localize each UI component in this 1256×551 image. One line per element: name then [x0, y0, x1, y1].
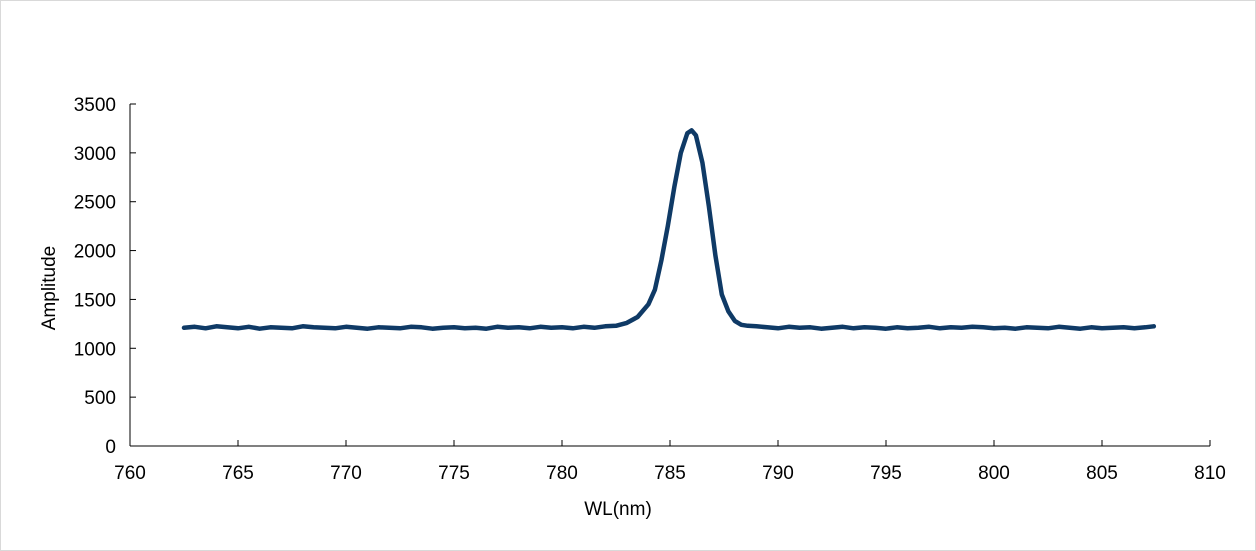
y-axis-title: Amplitude	[39, 246, 60, 331]
x-tick-label: 795	[870, 463, 902, 484]
y-tick-label: 1000	[74, 339, 116, 360]
x-tick-label: 790	[762, 463, 794, 484]
y-tick-label: 500	[84, 388, 116, 409]
y-tick-label: 1500	[74, 290, 116, 311]
x-tick-label: 785	[654, 463, 686, 484]
x-tick-label: 775	[438, 463, 470, 484]
y-tick-label: 0	[105, 437, 116, 458]
x-tick-label: 810	[1194, 463, 1226, 484]
y-tick-label: 2500	[74, 193, 116, 214]
x-axis-title: WL(nm)	[584, 499, 652, 520]
x-tick-label: 760	[114, 463, 146, 484]
y-tick-label: 3500	[74, 95, 116, 116]
y-tick-label: 3000	[74, 144, 116, 165]
x-tick-label: 805	[1086, 463, 1118, 484]
y-tick-label: 2000	[74, 242, 116, 263]
chart-axes: 760 765 770 775 780 785 790 795 800 805 810 0 500 100…	[74, 95, 1226, 484]
x-tick-label: 800	[978, 463, 1010, 484]
plot-area	[181, 128, 1157, 331]
x-tick-label: 765	[222, 463, 254, 484]
x-tick-label: 780	[546, 463, 578, 484]
x-tick-label: 770	[330, 463, 362, 484]
series-line-0	[181, 128, 1157, 331]
